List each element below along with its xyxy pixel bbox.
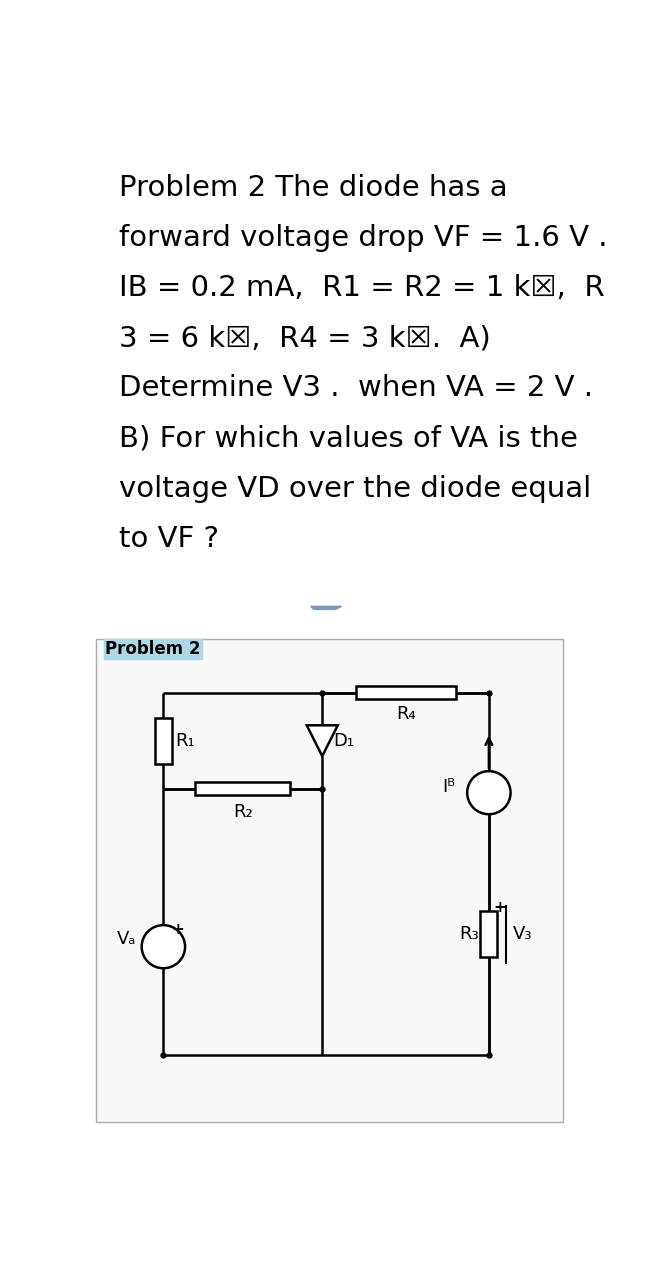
- Text: voltage VD over the diode equal: voltage VD over the diode equal: [119, 475, 592, 503]
- Text: +: +: [493, 900, 506, 915]
- Bar: [356, 686, 455, 699]
- Text: 3 = 6 k☒,  R4 = 3 k☒.  A): 3 = 6 k☒, R4 = 3 k☒. A): [119, 324, 491, 352]
- Text: Problem 2: Problem 2: [105, 640, 200, 658]
- Circle shape: [142, 925, 185, 968]
- Bar: [480, 911, 497, 957]
- Text: +: +: [171, 923, 184, 937]
- Text: Problem 2 The diode has a: Problem 2 The diode has a: [119, 174, 508, 202]
- Bar: [104, 639, 202, 659]
- Text: R₂: R₂: [233, 803, 253, 820]
- Text: Vₐ: Vₐ: [117, 931, 136, 948]
- Text: B) For which values of VA is the: B) For which values of VA is the: [119, 425, 578, 453]
- Text: Determine V3 .  when VA = 2 V .: Determine V3 . when VA = 2 V .: [119, 375, 593, 402]
- Polygon shape: [307, 726, 338, 756]
- Bar: [155, 718, 172, 764]
- Bar: [195, 782, 291, 795]
- Text: Iᴮ: Iᴮ: [442, 778, 455, 796]
- Text: to VF ?: to VF ?: [119, 525, 219, 553]
- Polygon shape: [311, 607, 342, 609]
- Text: R₃: R₃: [459, 925, 479, 943]
- Text: V₃: V₃: [513, 925, 533, 943]
- Text: R₄: R₄: [396, 705, 415, 723]
- Text: R₁: R₁: [175, 732, 195, 750]
- Text: IB = 0.2 mA,  R1 = R2 = 1 k☒,  R: IB = 0.2 mA, R1 = R2 = 1 k☒, R: [119, 274, 605, 302]
- Text: forward voltage drop VF = 1.6 V .: forward voltage drop VF = 1.6 V .: [119, 224, 607, 252]
- Bar: [96, 639, 562, 1123]
- Circle shape: [467, 771, 510, 814]
- Text: D₁: D₁: [333, 732, 354, 750]
